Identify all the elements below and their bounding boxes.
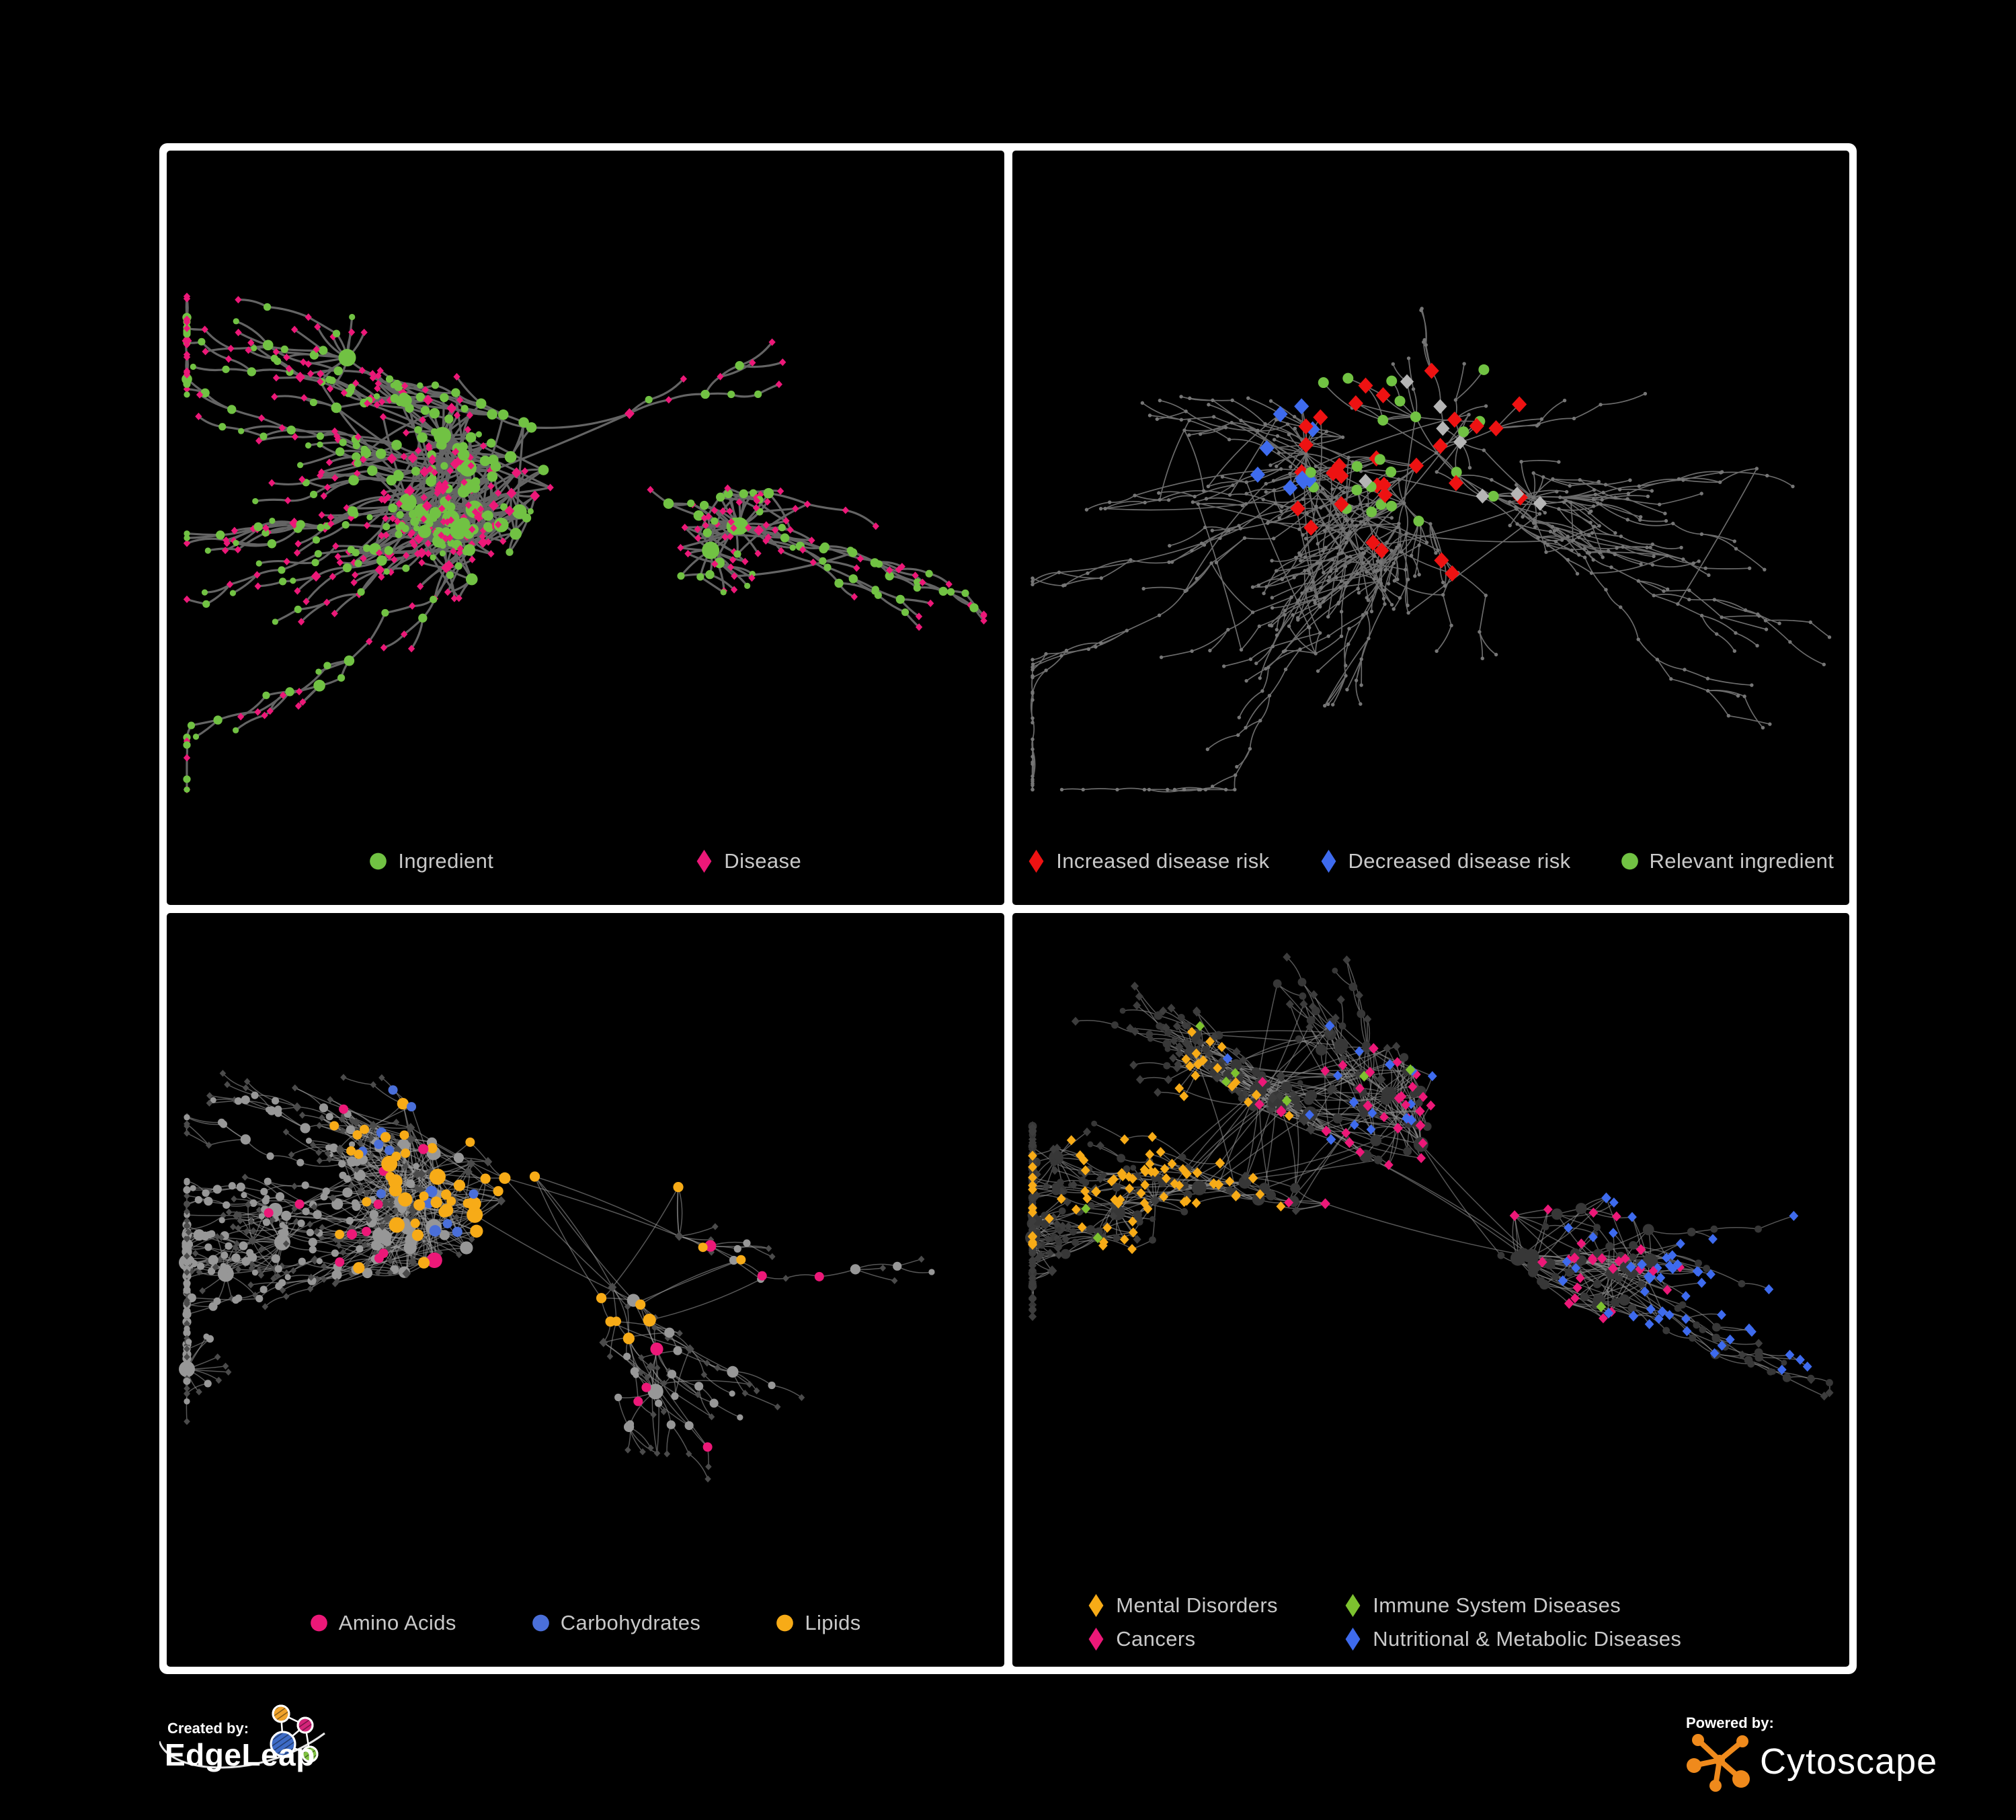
- edgeleap-wordmark: EdgeLeap: [165, 1737, 315, 1772]
- legend-item-ingredient: Ingredient: [369, 848, 493, 874]
- legend-label: Immune System Diseases: [1373, 1593, 1621, 1617]
- legend-item-mental-disorders: Mental Disorders: [1087, 1593, 1344, 1618]
- cytoscape-wordmark: Cytoscape: [1760, 1741, 1937, 1782]
- circle-marker-icon: [1621, 853, 1638, 869]
- diamond-marker-icon: [1088, 1627, 1104, 1651]
- legend-label: Increased disease risk: [1056, 848, 1270, 873]
- diamond-marker-icon: [1345, 1593, 1361, 1618]
- legend-item-lipids: Lipids: [776, 1610, 860, 1636]
- legend-label: Ingredient: [398, 848, 494, 873]
- legend-label: Nutritional & Metabolic Diseases: [1373, 1627, 1682, 1651]
- panel-chemical-class-network: Amino Acids Carbohydrates Lipids: [167, 912, 1004, 1667]
- panel-disease-class-network: Mental Disorders Immune System Diseases Ca…: [1012, 912, 1850, 1667]
- legend-label: Relevant ingredient: [1649, 848, 1834, 873]
- legend-label: Mental Disorders: [1116, 1593, 1278, 1617]
- legend-ingredient-disease: Ingredient Disease: [167, 848, 1004, 874]
- panel-disease-risk-network: Increased disease risk Decreased disease …: [1012, 151, 1850, 905]
- panels-frame: Ingredient Disease Increased disease risk…: [159, 143, 1857, 1674]
- legend-disease-risk: Increased disease risk Decreased disease …: [1012, 848, 1850, 874]
- legend-item-decreased-disease-risk: Decreased disease risk: [1320, 848, 1571, 874]
- network-graph-disease-class: [1024, 952, 1834, 1400]
- legend-item-amino-acids: Amino Acids: [310, 1610, 456, 1636]
- powered-by-label: Powered by:: [1686, 1714, 1774, 1731]
- legend-item-relevant-ingredient: Relevant ingredient: [1621, 848, 1834, 874]
- legend-item-immune-system-diseases: Immune System Diseases: [1344, 1593, 1774, 1618]
- created-by-label: Created by:: [167, 1720, 249, 1737]
- network-graph-chemical-class: [179, 1069, 935, 1482]
- legend-item-disease: Disease: [695, 848, 801, 874]
- legend-item-carbohydrates: Carbohydrates: [532, 1610, 701, 1636]
- legend-label: Disease: [724, 848, 802, 873]
- legend-item-cancers: Cancers: [1087, 1626, 1344, 1652]
- diamond-marker-icon: [696, 849, 712, 873]
- edgeleap-network-icon: [270, 1704, 319, 1763]
- network-graph-ingredient-disease: [182, 292, 987, 794]
- legend-label: Lipids: [805, 1611, 861, 1634]
- legend-item-nutritional-metabolic-diseases: Nutritional & Metabolic Diseases: [1344, 1626, 1774, 1652]
- legend-label: Carbohydrates: [560, 1611, 701, 1634]
- edgeleap-swoosh-icon: [159, 1732, 325, 1769]
- legend-chemical-class: Amino Acids Carbohydrates Lipids: [167, 1610, 1004, 1636]
- circle-marker-icon: [310, 1614, 327, 1632]
- legend-label: Cancers: [1116, 1627, 1196, 1651]
- panel-ingredient-disease-network: Ingredient Disease: [167, 151, 1004, 905]
- cytoscape-logo: Powered by: Cytoscape: [1686, 1714, 1937, 1792]
- diamond-marker-icon: [1088, 1593, 1104, 1618]
- diamond-marker-icon: [1345, 1627, 1361, 1651]
- legend-item-increased-disease-risk: Increased disease risk: [1027, 848, 1269, 874]
- legend-disease-class: Mental Disorders Immune System Diseases Ca…: [1012, 1593, 1850, 1652]
- circle-marker-icon: [776, 1614, 794, 1632]
- edgeleap-logo: Created by: EdgeLeap: [159, 1704, 325, 1772]
- network-graph-disease-risk: [1030, 307, 1831, 793]
- circle-marker-icon: [370, 853, 387, 869]
- legend-label: Decreased disease risk: [1348, 848, 1571, 873]
- circle-marker-icon: [532, 1614, 549, 1632]
- cytoscape-network-icon: [1687, 1734, 1750, 1792]
- diamond-marker-icon: [1321, 849, 1336, 873]
- legend-label: Amino Acids: [338, 1611, 456, 1634]
- diamond-marker-icon: [1029, 849, 1044, 873]
